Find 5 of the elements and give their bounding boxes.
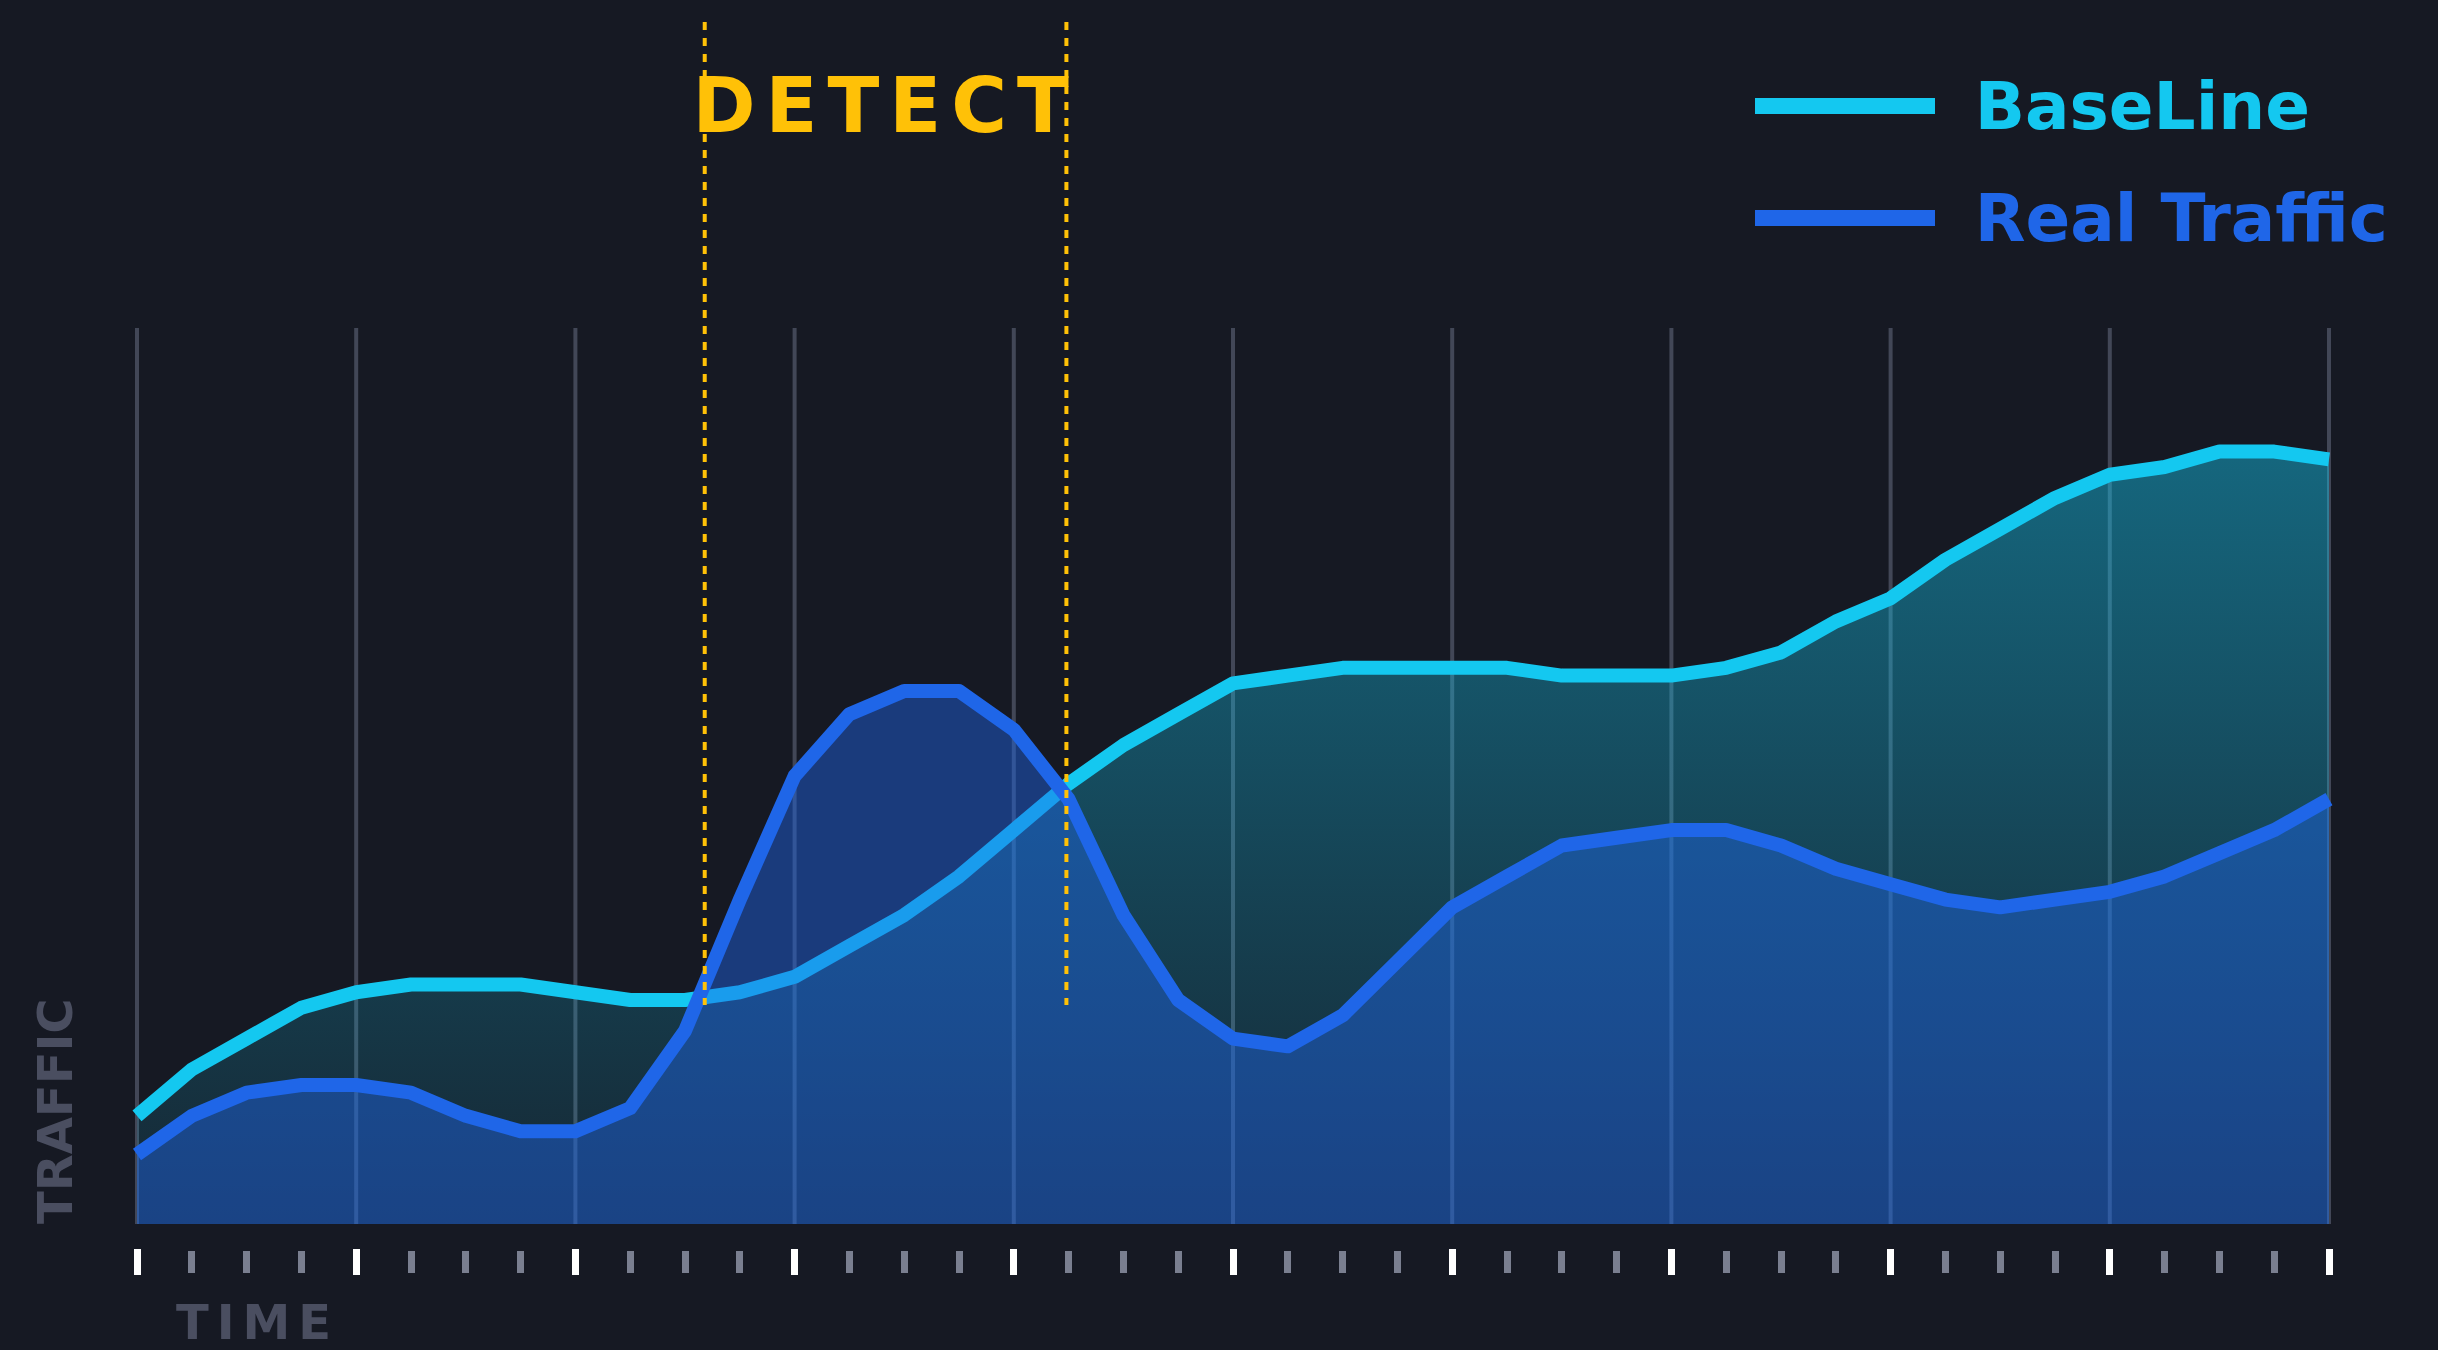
legend-label: Real Traffic xyxy=(1974,179,2388,257)
legend-label: BaseLine xyxy=(1974,67,2311,145)
text: DETECT xyxy=(692,60,1079,150)
x-axis-title: TIME xyxy=(176,1294,340,1350)
y-axis-title: TRAFFIC xyxy=(27,998,84,1224)
